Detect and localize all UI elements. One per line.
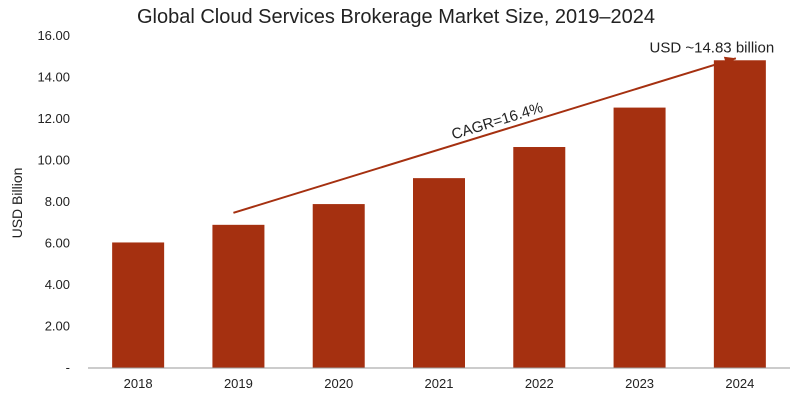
y-tick-label: 14.00 (37, 70, 70, 85)
bar-2023 (613, 107, 666, 369)
x-tick-label: 2023 (625, 376, 654, 391)
bar-2020 (312, 204, 365, 368)
bar-2018 (112, 242, 165, 368)
y-tick-label: 16.00 (37, 28, 70, 43)
x-tick-label: 2018 (124, 376, 153, 391)
x-tick-label: 2021 (425, 376, 454, 391)
y-axis-label: USD Billion (9, 168, 25, 239)
x-tick-label: 2024 (725, 376, 754, 391)
bars-group (112, 60, 766, 369)
bar-2022 (513, 147, 566, 368)
y-tick-label: 12.00 (37, 111, 70, 126)
bar-2019 (212, 224, 265, 368)
y-tick-label: - (66, 360, 70, 375)
bar-2021 (413, 178, 465, 368)
y-tick-label: 4.00 (45, 277, 70, 292)
y-tick-label: 6.00 (45, 236, 70, 251)
y-tick-label: 8.00 (45, 194, 70, 209)
cagr-arrow-head (723, 56, 736, 67)
x-axis-ticks: 2018 2019 2020 2021 2022 2023 2024 (124, 376, 755, 391)
x-tick-label: 2019 (224, 376, 253, 391)
y-tick-label: 2.00 (45, 319, 70, 334)
cagr-arrow (233, 56, 737, 214)
chart-title: Global Cloud Services Brokerage Market S… (137, 6, 655, 28)
y-tick-label: 10.00 (37, 153, 70, 168)
y-axis-ticks: - 2.00 4.00 6.00 8.00 10.00 12.00 14.00 16.00 (37, 28, 70, 375)
cagr-arrow-line (233, 57, 737, 214)
final-value-label: USD ~14.83 billion (650, 39, 775, 56)
x-tick-label: 2022 (525, 376, 554, 391)
bar-2024 (713, 60, 766, 369)
x-tick-label: 2020 (324, 376, 353, 391)
